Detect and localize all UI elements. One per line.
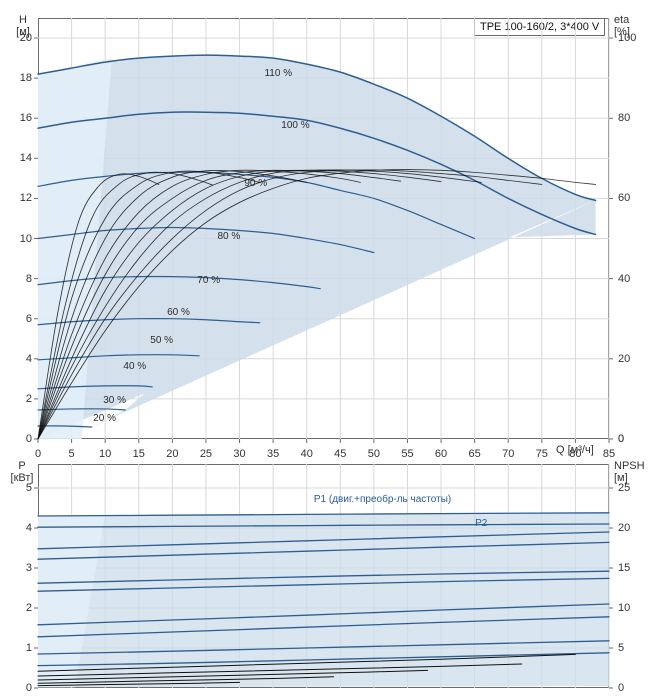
power-series-label: P1 (двиг.+преобр-ль частоты) <box>313 494 452 505</box>
npsh-axis-unit: [м] <box>614 472 628 484</box>
eta-tick-label: 20 <box>618 352 631 365</box>
h-tick-label: 16 <box>19 112 32 125</box>
curve-percent-label: 90 % <box>244 178 268 190</box>
q-axis-unit: [м³/ч] <box>567 444 594 456</box>
eta-tick-label: 60 <box>618 192 631 205</box>
q-tick-label: 15 <box>132 448 145 460</box>
top-chart-svg <box>34 18 613 443</box>
q-tick-label: 25 <box>199 448 213 460</box>
q-tick-label: 30 <box>233 448 246 460</box>
curve-percent-label: 20 % <box>93 412 116 424</box>
eta-axis-name: eta <box>614 14 630 26</box>
curve-percent-label: 40 % <box>123 360 147 372</box>
q-tick-label: 80 <box>569 448 582 460</box>
h-tick-label: 6 <box>25 312 32 325</box>
eta-axis-unit: [%] <box>614 26 630 38</box>
npsh-tick-label: 20 <box>618 522 631 534</box>
p-axis-title: P [кВт] <box>2 460 42 484</box>
eta-tick-label: 0 <box>618 433 625 445</box>
eta-tick-label: 80 <box>618 112 631 125</box>
p-tick-label: 1 <box>25 642 32 654</box>
npsh-tick-label: 0 <box>618 682 625 694</box>
curve-percent-label: 60 % <box>167 306 190 318</box>
npsh-tick-label: 10 <box>618 602 631 614</box>
h-tick-label: 20 <box>19 32 32 45</box>
h-tick-label: 8 <box>25 272 32 285</box>
p-tick-label: 4 <box>25 522 32 534</box>
h-tick-label: 4 <box>25 352 32 365</box>
npsh-tick-label: 5 <box>618 642 625 654</box>
q-tick-label: 85 <box>602 448 616 460</box>
power-series-label: P2 <box>475 518 488 529</box>
q-axis-title: Q [м³/ч] <box>556 444 646 456</box>
q-tick-label: 55 <box>401 448 414 460</box>
q-tick-label: 35 <box>266 448 280 460</box>
curve-percent-label: 70 % <box>197 274 221 286</box>
eta-axis-title: eta [%] <box>614 14 664 38</box>
eta-tick-label: 40 <box>618 272 631 285</box>
curve-percent-label: 30 % <box>103 394 127 406</box>
q-tick-label: 70 <box>502 448 515 460</box>
npsh-tick-label: 25 <box>618 482 631 494</box>
h-tick-label: 14 <box>19 152 32 165</box>
h-tick-label: 12 <box>19 192 32 205</box>
p-axis-unit: [кВт] <box>10 472 34 484</box>
q-tick-label: 50 <box>367 448 380 460</box>
curve-percent-label: 110 % <box>264 68 293 80</box>
h-tick-label: 2 <box>25 392 32 405</box>
npsh-axis-name: NPSH <box>614 460 645 472</box>
h-axis-name: H <box>19 14 27 26</box>
h-tick-label: 10 <box>19 232 32 245</box>
h-tick-label: 18 <box>19 72 32 85</box>
npsh-axis-title: NPSH [м] <box>614 460 670 484</box>
q-tick-label: 75 <box>535 448 548 460</box>
q-tick-label: 5 <box>68 448 75 460</box>
q-tick-label: 45 <box>334 448 347 460</box>
h-axis-unit: [м] <box>16 26 30 38</box>
q-zero-right-label: 0 <box>618 433 625 445</box>
npsh-tick-label: 15 <box>618 562 631 574</box>
p-tick-label: 5 <box>25 482 32 494</box>
curve-percent-label: 100 % <box>281 120 310 132</box>
h-axis-title: H [м] <box>6 14 40 38</box>
curve-percent-label: 50 % <box>150 334 174 346</box>
q-axis-name: Q <box>556 444 565 456</box>
curve-percent-label: 80 % <box>217 230 241 242</box>
q-tick-label: 10 <box>99 448 112 460</box>
q-tick-label: 60 <box>434 448 448 460</box>
eta-tick-label: 100 <box>618 32 637 45</box>
h-tick-label: 0 <box>25 433 32 445</box>
q-tick-label: 65 <box>468 448 481 460</box>
p-tick-label: 2 <box>25 602 32 614</box>
p-tick-label: 0 <box>25 682 32 694</box>
q-tick-label: 0 <box>34 448 42 460</box>
q-tick-label: 40 <box>300 448 313 460</box>
p-axis-name: P <box>18 460 26 472</box>
q-tick-label: 20 <box>166 448 179 460</box>
p-tick-label: 3 <box>25 562 32 574</box>
